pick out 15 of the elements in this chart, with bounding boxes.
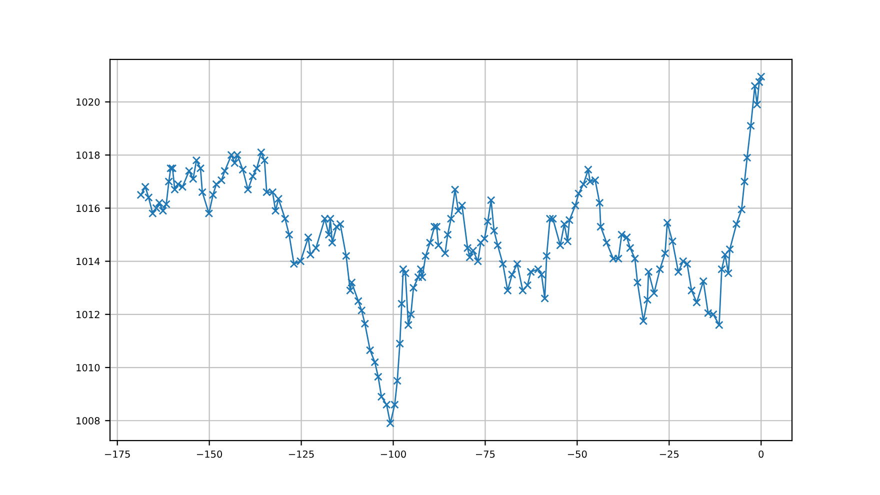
y-tick-label: 1012 (76, 310, 100, 318)
y-tick-label: 1020 (76, 98, 100, 106)
y-tick-label: 1018 (76, 151, 100, 159)
x-tick-label: −100 (380, 450, 406, 458)
x-tick-label: −175 (105, 450, 130, 458)
y-tick-label: 1010 (76, 364, 100, 372)
y-tick-label: 1016 (76, 204, 100, 212)
y-tick-label: 1008 (76, 417, 100, 424)
x-tick-label: −25 (660, 450, 679, 458)
x-tick-label: −125 (288, 450, 314, 458)
x-tick-label: 0 (758, 450, 764, 458)
x-tick-label: −50 (568, 450, 587, 458)
x-tick-label: −150 (197, 450, 222, 458)
x-tick-label: −75 (476, 450, 495, 458)
y-tick-label: 1014 (76, 258, 100, 266)
